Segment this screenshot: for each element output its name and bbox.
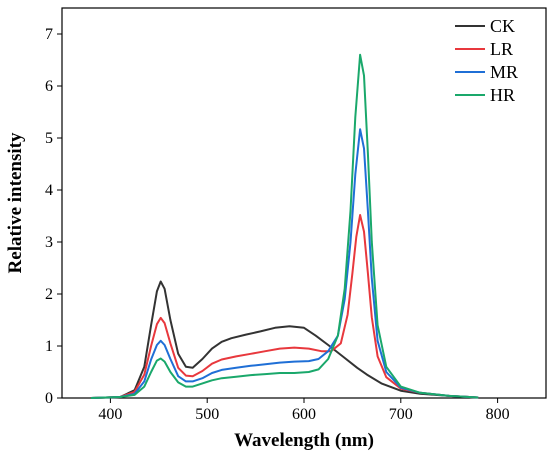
y-tick-label: 5 xyxy=(45,130,53,147)
legend-label-mr: MR xyxy=(490,62,518,82)
y-axis: 0 1 2 3 4 5 6 7 xyxy=(45,26,62,407)
y-tick-label: 4 xyxy=(45,182,53,199)
plot-frame xyxy=(61,7,547,399)
x-tick-label: 700 xyxy=(389,406,413,423)
x-tick-label: 600 xyxy=(292,406,316,423)
y-axis-title: Relative intensity xyxy=(5,132,26,273)
y-tick-label: 7 xyxy=(45,26,53,43)
y-tick-label: 2 xyxy=(45,286,53,303)
x-axis: 400 500 600 700 800 xyxy=(98,398,510,423)
series-line-mr xyxy=(90,128,479,399)
series-lines xyxy=(90,53,479,399)
series-line-ck xyxy=(90,280,479,399)
legend-label-hr: HR xyxy=(490,85,515,105)
x-tick-label: 500 xyxy=(195,406,219,423)
y-tick-label: 3 xyxy=(45,234,53,251)
legend-label-lr: LR xyxy=(490,39,513,59)
legend-label-ck: CK xyxy=(490,16,515,36)
series-line-hr xyxy=(90,53,479,399)
y-tick-label: 6 xyxy=(45,78,53,95)
x-tick-label: 800 xyxy=(486,406,510,423)
x-axis-title: Wavelength (nm) xyxy=(234,430,374,451)
legend: CK LR MR HR xyxy=(455,16,518,105)
y-tick-label: 1 xyxy=(45,338,53,355)
x-tick-label: 400 xyxy=(98,406,122,423)
series-line-lr xyxy=(90,214,479,399)
y-tick-label: 0 xyxy=(45,390,53,407)
